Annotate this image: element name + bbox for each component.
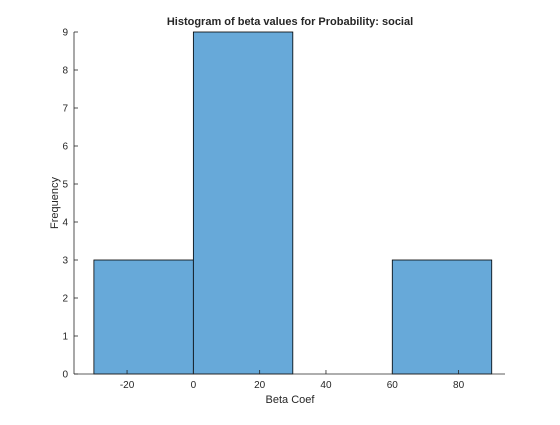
x-ticks-group: -20 0 20 40 60 80: [120, 370, 465, 391]
x-tick-label-2: 20: [254, 380, 266, 391]
x-tick-label-0: -20: [120, 380, 135, 391]
y-tick-label-6: 6: [62, 142, 68, 153]
bars-group: [93, 31, 493, 375]
axes-group: [73, 32, 505, 375]
y-tick-label-7: 7: [62, 104, 68, 115]
histogram-bar-3: [391, 259, 493, 375]
x-tick-label-1: 0: [191, 380, 197, 391]
y-tick-label-2: 2: [62, 294, 68, 305]
histogram-bar-1: [192, 31, 294, 375]
x-tick-label-3: 40: [320, 380, 332, 391]
y-tick-label-3: 3: [62, 256, 68, 267]
histogram-bar-0: [93, 259, 194, 375]
y-tick-label-1: 1: [62, 332, 68, 343]
y-ticks-group: 0 1 2 3 4 5 6 7 8 9: [62, 28, 78, 381]
x-tick-label-5: 80: [453, 380, 465, 391]
x-axis-label: Beta Coef: [266, 394, 316, 406]
x-tick-label-4: 60: [387, 380, 399, 391]
y-tick-label-5: 5: [62, 180, 68, 191]
y-tick-label-4: 4: [62, 218, 68, 229]
y-tick-label-8: 8: [62, 66, 68, 77]
chart-title: Histogram of beta values for Probability…: [167, 16, 413, 28]
y-axis-label: Frequency: [49, 177, 61, 229]
y-tick-label-0: 0: [62, 370, 68, 381]
y-tick-label-9: 9: [62, 28, 68, 39]
